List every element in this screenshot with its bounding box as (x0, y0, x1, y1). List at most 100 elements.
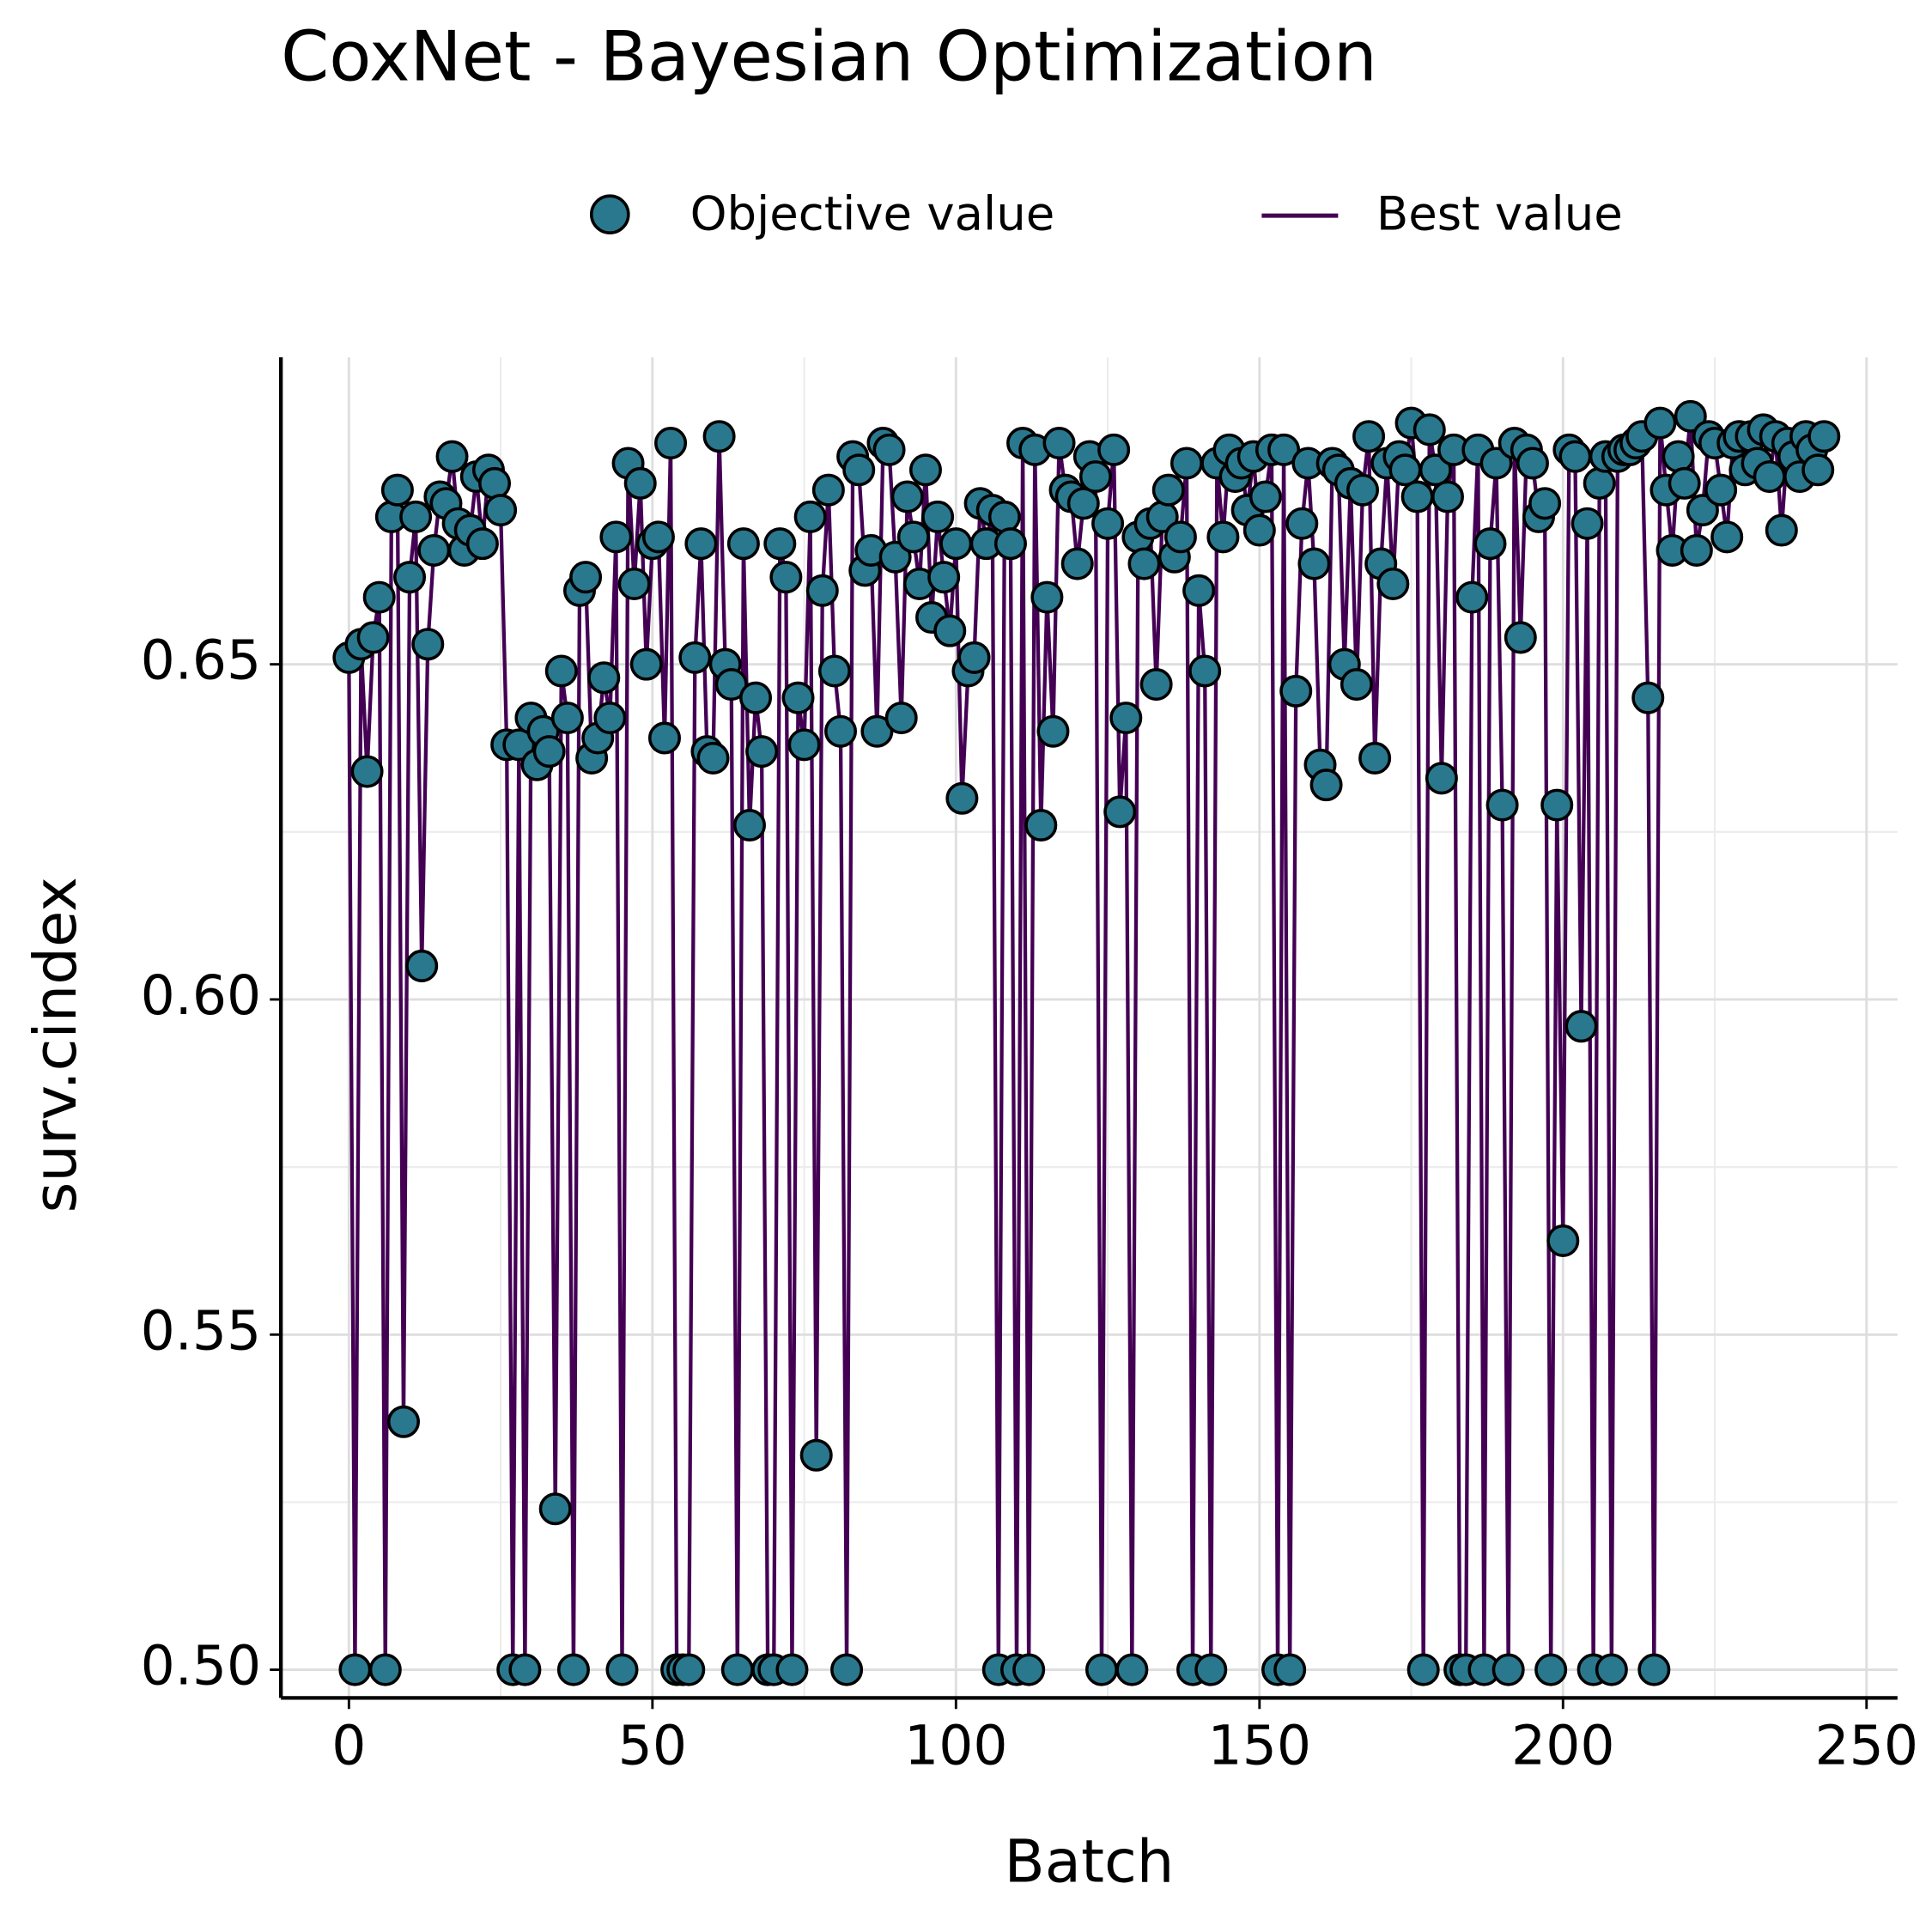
objective-point (532, 735, 566, 769)
objective-point (605, 1653, 639, 1686)
objective-point (1139, 668, 1173, 702)
objective-point (793, 500, 827, 533)
x-tick-label: 50 (618, 1714, 687, 1777)
objective-point (1163, 520, 1197, 554)
objective-point (386, 1405, 420, 1438)
objective-point (356, 621, 390, 654)
objective-point (1504, 621, 1537, 654)
legend: Objective value Best value (589, 186, 1623, 241)
objective-point (1710, 520, 1744, 554)
objective-point (1273, 1653, 1307, 1686)
objective-point (1571, 507, 1604, 540)
objective-point (945, 781, 979, 815)
objective-point (368, 1653, 402, 1686)
objective-point (393, 561, 427, 594)
objective-point (890, 480, 924, 513)
objective-point (726, 527, 760, 561)
objective-point (647, 721, 681, 755)
objective-point (629, 647, 663, 681)
objective-point (745, 735, 779, 769)
objective-point (957, 641, 991, 674)
objective-point (1431, 480, 1464, 513)
objective-point (1127, 547, 1161, 580)
objective-point (830, 1653, 864, 1686)
objective-point (1765, 513, 1798, 547)
objective-point (538, 1492, 572, 1526)
objective-point (1340, 668, 1373, 702)
objective-point (1406, 1653, 1440, 1686)
objective-point (1267, 433, 1301, 466)
objective-point (1066, 487, 1100, 520)
objective-point (927, 561, 961, 594)
legend-label: Objective value (690, 186, 1055, 241)
objective-point (1036, 714, 1070, 748)
objective-point (933, 614, 967, 647)
objective-point (1534, 1653, 1568, 1686)
objective-point (1024, 808, 1058, 842)
objective-point (993, 527, 1027, 561)
objective-point (1479, 447, 1513, 480)
objective-point (587, 661, 621, 695)
objective-point (1637, 1653, 1671, 1686)
objective-point (823, 714, 858, 748)
objective-point (399, 500, 433, 533)
objective-point (1558, 440, 1592, 473)
x-tick-label: 150 (1208, 1714, 1312, 1777)
objective-point (781, 681, 815, 714)
objective-point (593, 702, 627, 735)
objective-point (569, 561, 603, 594)
objective-point (1686, 494, 1719, 527)
objective-point (1419, 453, 1452, 487)
objective-point (1455, 580, 1489, 614)
objective-point (508, 1653, 542, 1686)
y-tick-label: 0.55 (141, 1298, 262, 1362)
objective-point (1674, 399, 1707, 433)
objective-point (1801, 453, 1835, 487)
objective-point (1084, 1653, 1119, 1686)
objective-point (720, 1653, 754, 1686)
x-tick-label: 250 (1815, 1714, 1919, 1777)
objective-point (1194, 1653, 1228, 1686)
objective-point (1485, 788, 1519, 822)
x-tick-label: 200 (1511, 1714, 1615, 1777)
objective-point (1413, 413, 1446, 447)
objective-point (1425, 762, 1458, 795)
objective-point (478, 466, 512, 500)
objective-point (1182, 574, 1216, 607)
objective-point (763, 527, 797, 561)
objective-point (1060, 547, 1094, 580)
objective-point (1206, 520, 1240, 554)
objective-point (805, 574, 839, 607)
objective-point (617, 567, 651, 600)
objective-point (1091, 507, 1125, 540)
objective-point (714, 668, 748, 702)
objective-point (550, 702, 584, 735)
objective-point (1753, 460, 1786, 494)
objective-point (872, 433, 906, 466)
best-value-line (347, 414, 1826, 1672)
objective-point (702, 420, 736, 453)
objective-point (921, 500, 955, 533)
objective-point (599, 520, 633, 554)
x-axis-title: Batch (1005, 1828, 1175, 1897)
objective-point (1030, 580, 1064, 614)
objective-point (1704, 473, 1738, 507)
objective-point (1188, 654, 1222, 688)
objective-point (1564, 1010, 1598, 1043)
objective-point (435, 440, 469, 473)
objective-point (1358, 741, 1392, 775)
objective-point (1297, 547, 1331, 580)
objective-point (654, 427, 688, 460)
objective-point (799, 1438, 833, 1472)
y-tick-label: 0.50 (141, 1634, 262, 1698)
objective-point (696, 741, 730, 775)
objective-point (1309, 769, 1343, 802)
objective-point (1346, 473, 1379, 507)
y-tick-label: 0.65 (141, 629, 262, 692)
x-tick-label: 0 (331, 1714, 366, 1777)
objective-point (1400, 480, 1434, 513)
objective-point (1012, 1653, 1046, 1686)
objective-point (1668, 466, 1701, 500)
objective-point (362, 580, 396, 614)
objective-point (405, 949, 439, 982)
